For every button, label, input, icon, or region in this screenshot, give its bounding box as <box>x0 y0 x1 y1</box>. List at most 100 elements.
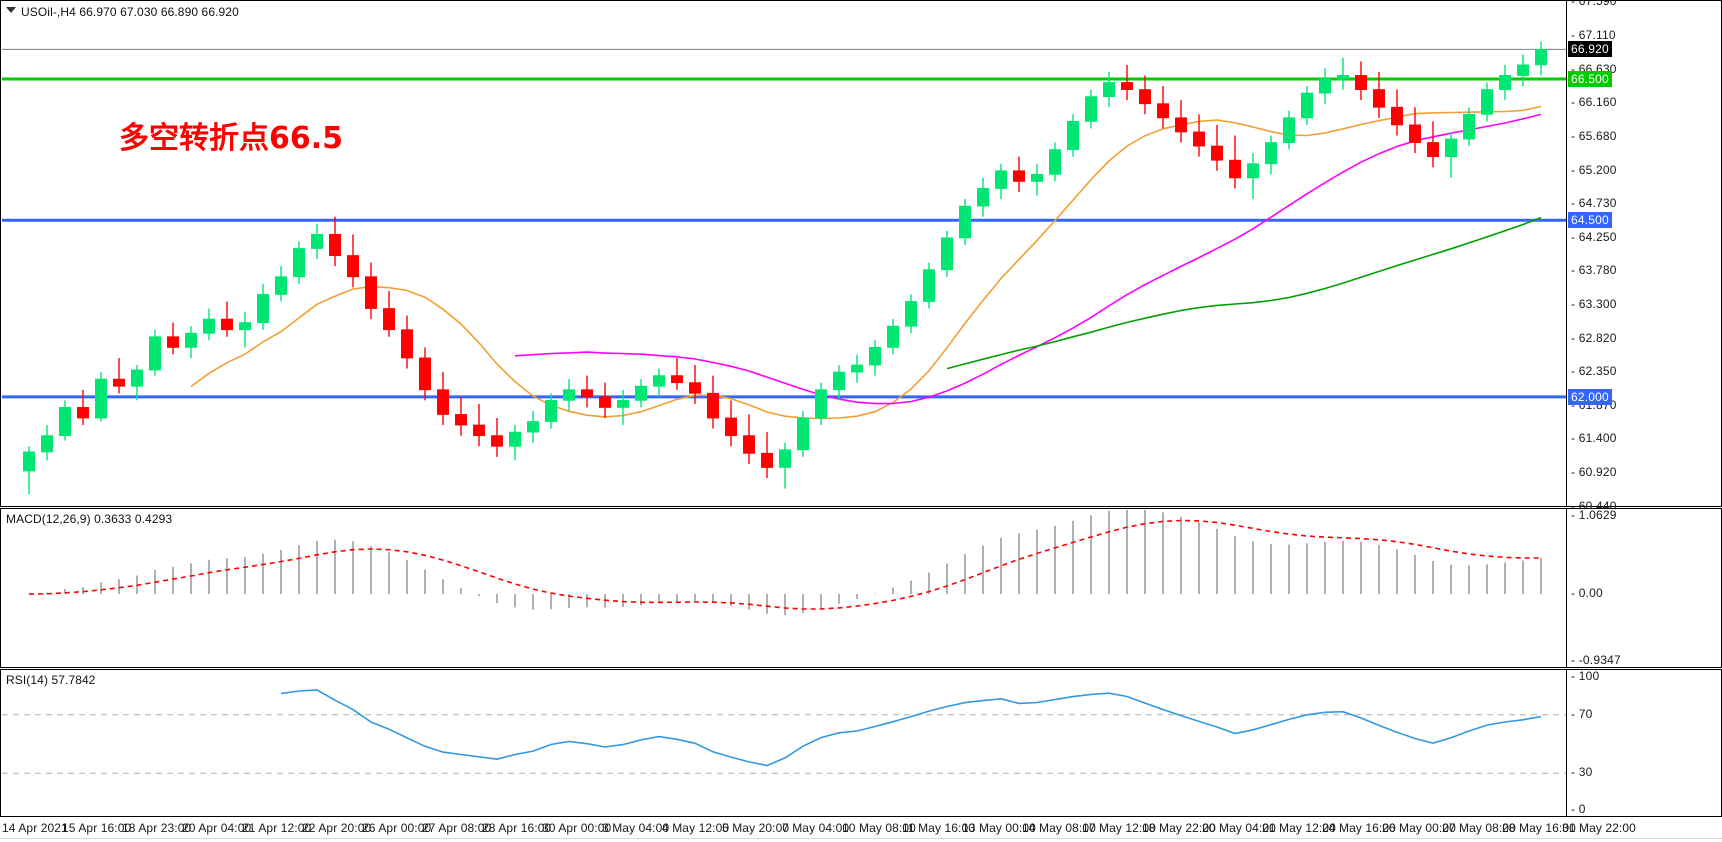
rsi-label: RSI(14) 57.7842 <box>6 673 96 687</box>
time-tick: 14 May 08:00 <box>1022 821 1096 835</box>
rsi-tick-100: - 100 <box>1571 669 1600 683</box>
candle-body <box>347 255 359 278</box>
time-tick: 22 Apr 20:00 <box>302 821 372 835</box>
price-badge-66-500[interactable]: 66.500 <box>1568 70 1612 87</box>
ma-medium-magenta <box>514 113 1542 405</box>
candle-body <box>1103 82 1115 98</box>
triangle-down-icon[interactable] <box>6 7 16 13</box>
time-tick: 28 May 16:00 <box>1502 821 1576 835</box>
candle-body <box>941 237 953 271</box>
time-tick: 11 May 16:00 <box>902 821 976 835</box>
candle-body <box>77 407 89 419</box>
candle-body <box>725 417 737 437</box>
candle-body <box>275 276 287 295</box>
candle-body <box>1445 138 1457 158</box>
macd-indicator-panel[interactable]: MACD(12,26,9) 0.3633 0.4293 - 1.0629 - 0.… <box>0 508 1722 668</box>
candle-body <box>977 188 989 207</box>
rsi-indicator-panel[interactable]: RSI(14) 57.7842 - 100 - 70 - 30 - 0 <box>0 669 1722 817</box>
candle-body <box>1157 103 1169 119</box>
time-tick: 24 May 16:00 <box>1322 821 1396 835</box>
candle-body <box>257 294 269 324</box>
candle-body <box>437 389 449 415</box>
macd-svg <box>28 510 1542 616</box>
time-tick: 13 May 00:00 <box>962 821 1036 835</box>
candle-body <box>491 435 503 447</box>
candle-body <box>815 389 827 419</box>
price-tick-63-300: - 63.300 <box>1571 297 1617 311</box>
price-tick-65-680: - 65.680 <box>1571 128 1617 143</box>
candle-body <box>1139 89 1151 105</box>
candle-body <box>887 325 899 348</box>
price-axis[interactable]: - 67.590- 67.110- 66.630- 66.160- 65.680… <box>1566 0 1721 512</box>
candle-body <box>1193 131 1205 147</box>
candle-body <box>869 346 881 366</box>
price-tick-62-820: - 62.820 <box>1571 330 1617 345</box>
time-tick: 4 May 12:00 <box>662 821 730 835</box>
candle-body <box>1067 120 1079 151</box>
candle-body <box>383 308 395 331</box>
candle-body <box>293 248 305 278</box>
time-tick: 26 May 00:00 <box>1382 821 1456 835</box>
time-tick: 28 Apr 16:00 <box>482 821 552 835</box>
rsi-line <box>280 689 1542 767</box>
candle-body <box>635 385 647 401</box>
price-tick-60-920: - 60.920 <box>1571 465 1617 480</box>
candle-body <box>149 336 161 371</box>
price-tick-62-350: - 62.350 <box>1571 364 1617 379</box>
price-tick-67-590: - 67.590 <box>1571 0 1617 8</box>
price-tick-67-110: - 67.110 <box>1571 27 1616 42</box>
price-plot-area[interactable] <box>2 2 1566 505</box>
macd-tick-m0-9347: - -0.9347 <box>1571 653 1621 667</box>
candle-series <box>23 41 1547 495</box>
candle-body <box>329 233 341 256</box>
price-tick-63-780: - 63.780 <box>1571 263 1617 278</box>
candle-body <box>1247 163 1259 179</box>
price-badge-62-000[interactable]: 62.000 <box>1568 388 1612 405</box>
bottom-divider <box>0 838 1722 839</box>
time-tick: 7 May 04:00 <box>782 821 850 835</box>
candle-body <box>689 382 701 394</box>
candle-body <box>59 407 71 437</box>
time-tick: 21 May 12:00 <box>1262 821 1336 835</box>
price-tick-65-200: - 65.200 <box>1571 162 1617 177</box>
price-chart-panel[interactable]: USOil-,H4 66.970 67.030 66.890 66.920 多空… <box>0 0 1722 512</box>
price-badge-64-500[interactable]: 64.500 <box>1568 212 1612 229</box>
candle-body <box>401 329 413 359</box>
candle-body <box>527 421 539 433</box>
macd-tick-1m0629: - 1.0629 <box>1571 508 1617 522</box>
candle-body <box>959 205 971 239</box>
rsi-plot-area[interactable] <box>2 671 1566 815</box>
candle-body <box>599 396 611 408</box>
candle-body <box>1319 78 1331 94</box>
candle-body <box>1175 117 1187 133</box>
time-tick: 14 Apr 2021 <box>2 821 68 835</box>
macd-plot-area[interactable] <box>2 510 1566 666</box>
candle-body <box>1301 92 1313 119</box>
candle-body <box>905 301 917 327</box>
macd-axis: - 1.0629 - 0.00 - -0.9347 <box>1566 509 1721 667</box>
candle-body <box>203 318 215 334</box>
time-tick: 27 Apr 08:00 <box>422 821 492 835</box>
time-tick: 10 May 08:00 <box>842 821 916 835</box>
candle-body <box>1427 142 1439 158</box>
time-tick: 17 May 12:00 <box>1082 821 1156 835</box>
candle-body <box>1517 64 1529 76</box>
chart-title: USOil-,H4 66.970 67.030 66.890 66.920 <box>21 5 239 19</box>
chart-annotation-text: 多空转折点66.5 <box>119 121 344 156</box>
ma-slow-green <box>946 216 1542 370</box>
candle-body <box>761 452 773 468</box>
price-candlestick-svg <box>2 41 1566 495</box>
candle-body <box>1409 124 1421 143</box>
candle-body <box>707 392 719 419</box>
price-badge-66-920[interactable]: 66.920 <box>1568 41 1612 58</box>
candle-body <box>581 389 593 398</box>
candle-body <box>923 269 935 302</box>
candle-body <box>41 435 53 453</box>
candle-body <box>995 170 1007 189</box>
candle-body <box>95 378 107 419</box>
time-tick: 21 Apr 12:00 <box>242 821 312 835</box>
macd-tick-0m00: - 0.00 <box>1571 586 1603 601</box>
rsi-axis: - 100 - 70 - 30 - 0 <box>1566 670 1721 816</box>
time-tick: 26 Apr 00:00 <box>362 821 432 835</box>
candle-body <box>617 399 629 408</box>
